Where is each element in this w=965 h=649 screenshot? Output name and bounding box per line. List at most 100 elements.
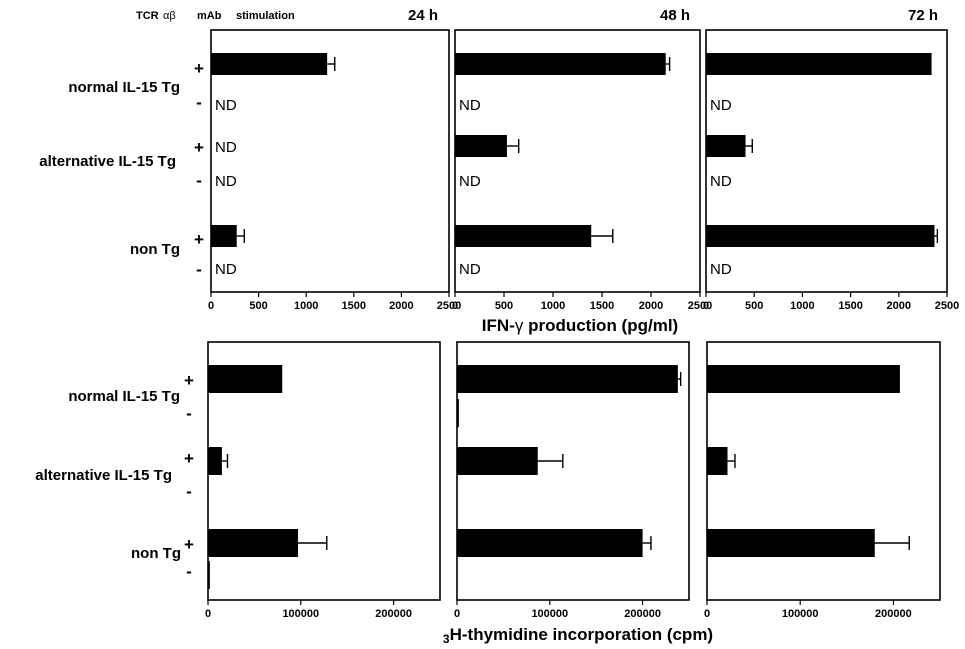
thymidine-isotope: 3	[443, 632, 450, 646]
x-tick-label: 100000	[782, 608, 819, 620]
group-label: normal IL-15 Tg	[68, 388, 180, 405]
data-bar	[455, 225, 592, 247]
data-bar	[208, 365, 283, 393]
x-tick-label: 1500	[342, 300, 366, 312]
x-tick-label: 1500	[590, 300, 614, 312]
data-bar	[208, 529, 299, 557]
chart-panel-5: 0 100000 200000	[454, 341, 690, 620]
stim-plus-label: +	[194, 59, 204, 78]
x-tick-label: 2000	[887, 300, 911, 312]
row-labels-top: normal IL-15 Tg alternative IL-15 Tg non…	[39, 59, 204, 279]
nd-label: ND	[710, 173, 732, 190]
header-tcr-label: TCR	[136, 10, 159, 22]
panel-frame	[454, 29, 701, 293]
chart-panel-2: 0 500 1000 1500 2000 2500 ND ND ND	[452, 29, 712, 312]
data-bar	[706, 53, 932, 75]
x-axis-label-thymidine: 3H-thymidine incorporation (cpm)	[443, 625, 713, 646]
x-tick-label: 2500	[437, 300, 461, 312]
x-tick-label: 0	[452, 300, 458, 312]
x-tick-label: 1000	[541, 300, 565, 312]
stim-minus-label: -	[196, 171, 202, 190]
nd-label: ND	[215, 173, 237, 190]
panels-layer: 0 500 1000 1500 2000 2500 ND ND ND ND 0 500 1000 1500…	[205, 29, 959, 620]
data-bar	[455, 135, 507, 157]
data-bar	[457, 529, 643, 557]
stim-plus-label: +	[194, 230, 204, 249]
x-tick-label: 0	[205, 608, 211, 620]
group-label: non Tg	[130, 241, 180, 258]
chart-panel-4: 0 100000 200000	[205, 341, 441, 620]
nd-label: ND	[710, 261, 732, 278]
nd-label: ND	[459, 97, 481, 114]
nd-label: ND	[710, 97, 732, 114]
x-tick-label: 2500	[935, 300, 959, 312]
data-bar	[457, 399, 459, 427]
x-tick-label: 0	[454, 608, 460, 620]
stim-minus-label: -	[196, 260, 202, 279]
stim-minus-label: -	[186, 404, 192, 423]
header-ab-label: αβ	[163, 10, 176, 22]
data-bar	[211, 53, 328, 75]
x-tick-label: 200000	[375, 608, 412, 620]
nd-label: ND	[215, 97, 237, 114]
stim-minus-label: -	[186, 562, 192, 581]
data-bar	[455, 53, 666, 75]
chart-panel-1: 0 500 1000 1500 2000 2500 ND ND ND ND	[208, 29, 461, 312]
x-tick-label: 100000	[282, 608, 319, 620]
data-bar	[706, 135, 746, 157]
x-tick-label: 500	[745, 300, 763, 312]
x-tick-label: 2000	[389, 300, 413, 312]
nd-label: ND	[215, 139, 237, 156]
x-tick-label: 0	[208, 300, 214, 312]
row-labels-bottom: normal IL-15 Tg alternative IL-15 Tg non…	[35, 371, 194, 581]
data-bar	[457, 447, 538, 475]
header-stimulation-label: stimulation	[236, 10, 295, 22]
nd-label: ND	[459, 261, 481, 278]
x-tick-label: 2500	[688, 300, 712, 312]
x-tick-label: 200000	[624, 608, 661, 620]
panel-frame	[705, 29, 948, 293]
x-tick-label: 100000	[531, 608, 568, 620]
data-bar	[707, 529, 875, 557]
data-bar	[707, 365, 900, 393]
x-tick-label: 0	[704, 608, 710, 620]
stim-plus-label: +	[184, 449, 194, 468]
x-tick-label: 500	[249, 300, 267, 312]
stim-plus-label: +	[184, 371, 194, 390]
panel-title-24h: 24 h	[408, 7, 438, 24]
header-mab-label: mAb	[197, 10, 222, 22]
nd-label: ND	[459, 173, 481, 190]
stim-plus-label: +	[194, 138, 204, 157]
x-tick-label: 1500	[838, 300, 862, 312]
x-tick-label: 200000	[875, 608, 912, 620]
stim-plus-label: +	[184, 535, 194, 554]
data-bar	[211, 225, 237, 247]
chart-panel-3: 0 500 1000 1500 2000 2500 ND ND ND	[703, 29, 959, 312]
x-tick-label: 1000	[790, 300, 814, 312]
x-tick-label: 1000	[294, 300, 318, 312]
x-tick-label: 500	[495, 300, 513, 312]
data-bar	[208, 447, 222, 475]
ifn-prefix: IFN-	[482, 316, 515, 335]
panel-title-48h: 48 h	[660, 7, 690, 24]
stim-minus-label: -	[196, 93, 202, 112]
panel-frame	[210, 29, 450, 293]
x-axis-label-ifn: IFN-γ production (pg/ml)	[482, 316, 678, 335]
group-label: non Tg	[131, 545, 181, 562]
stim-minus-label: -	[186, 482, 192, 501]
nd-label: ND	[215, 261, 237, 278]
group-label: alternative IL-15 Tg	[39, 153, 176, 170]
data-bar	[457, 365, 678, 393]
group-label: alternative IL-15 Tg	[35, 467, 172, 484]
data-bar	[706, 225, 935, 247]
thymidine-suffix: H-thymidine incorporation (cpm)	[450, 625, 714, 644]
ifn-gamma-symbol: γ	[515, 316, 524, 335]
group-label: normal IL-15 Tg	[68, 79, 180, 96]
x-tick-label: 2000	[639, 300, 663, 312]
data-bar	[707, 447, 728, 475]
chart-panel-6: 0 100000 200000	[704, 341, 941, 620]
data-bar	[208, 561, 210, 589]
ifn-suffix: production (pg/ml)	[523, 316, 678, 335]
panel-title-72h: 72 h	[908, 7, 938, 24]
